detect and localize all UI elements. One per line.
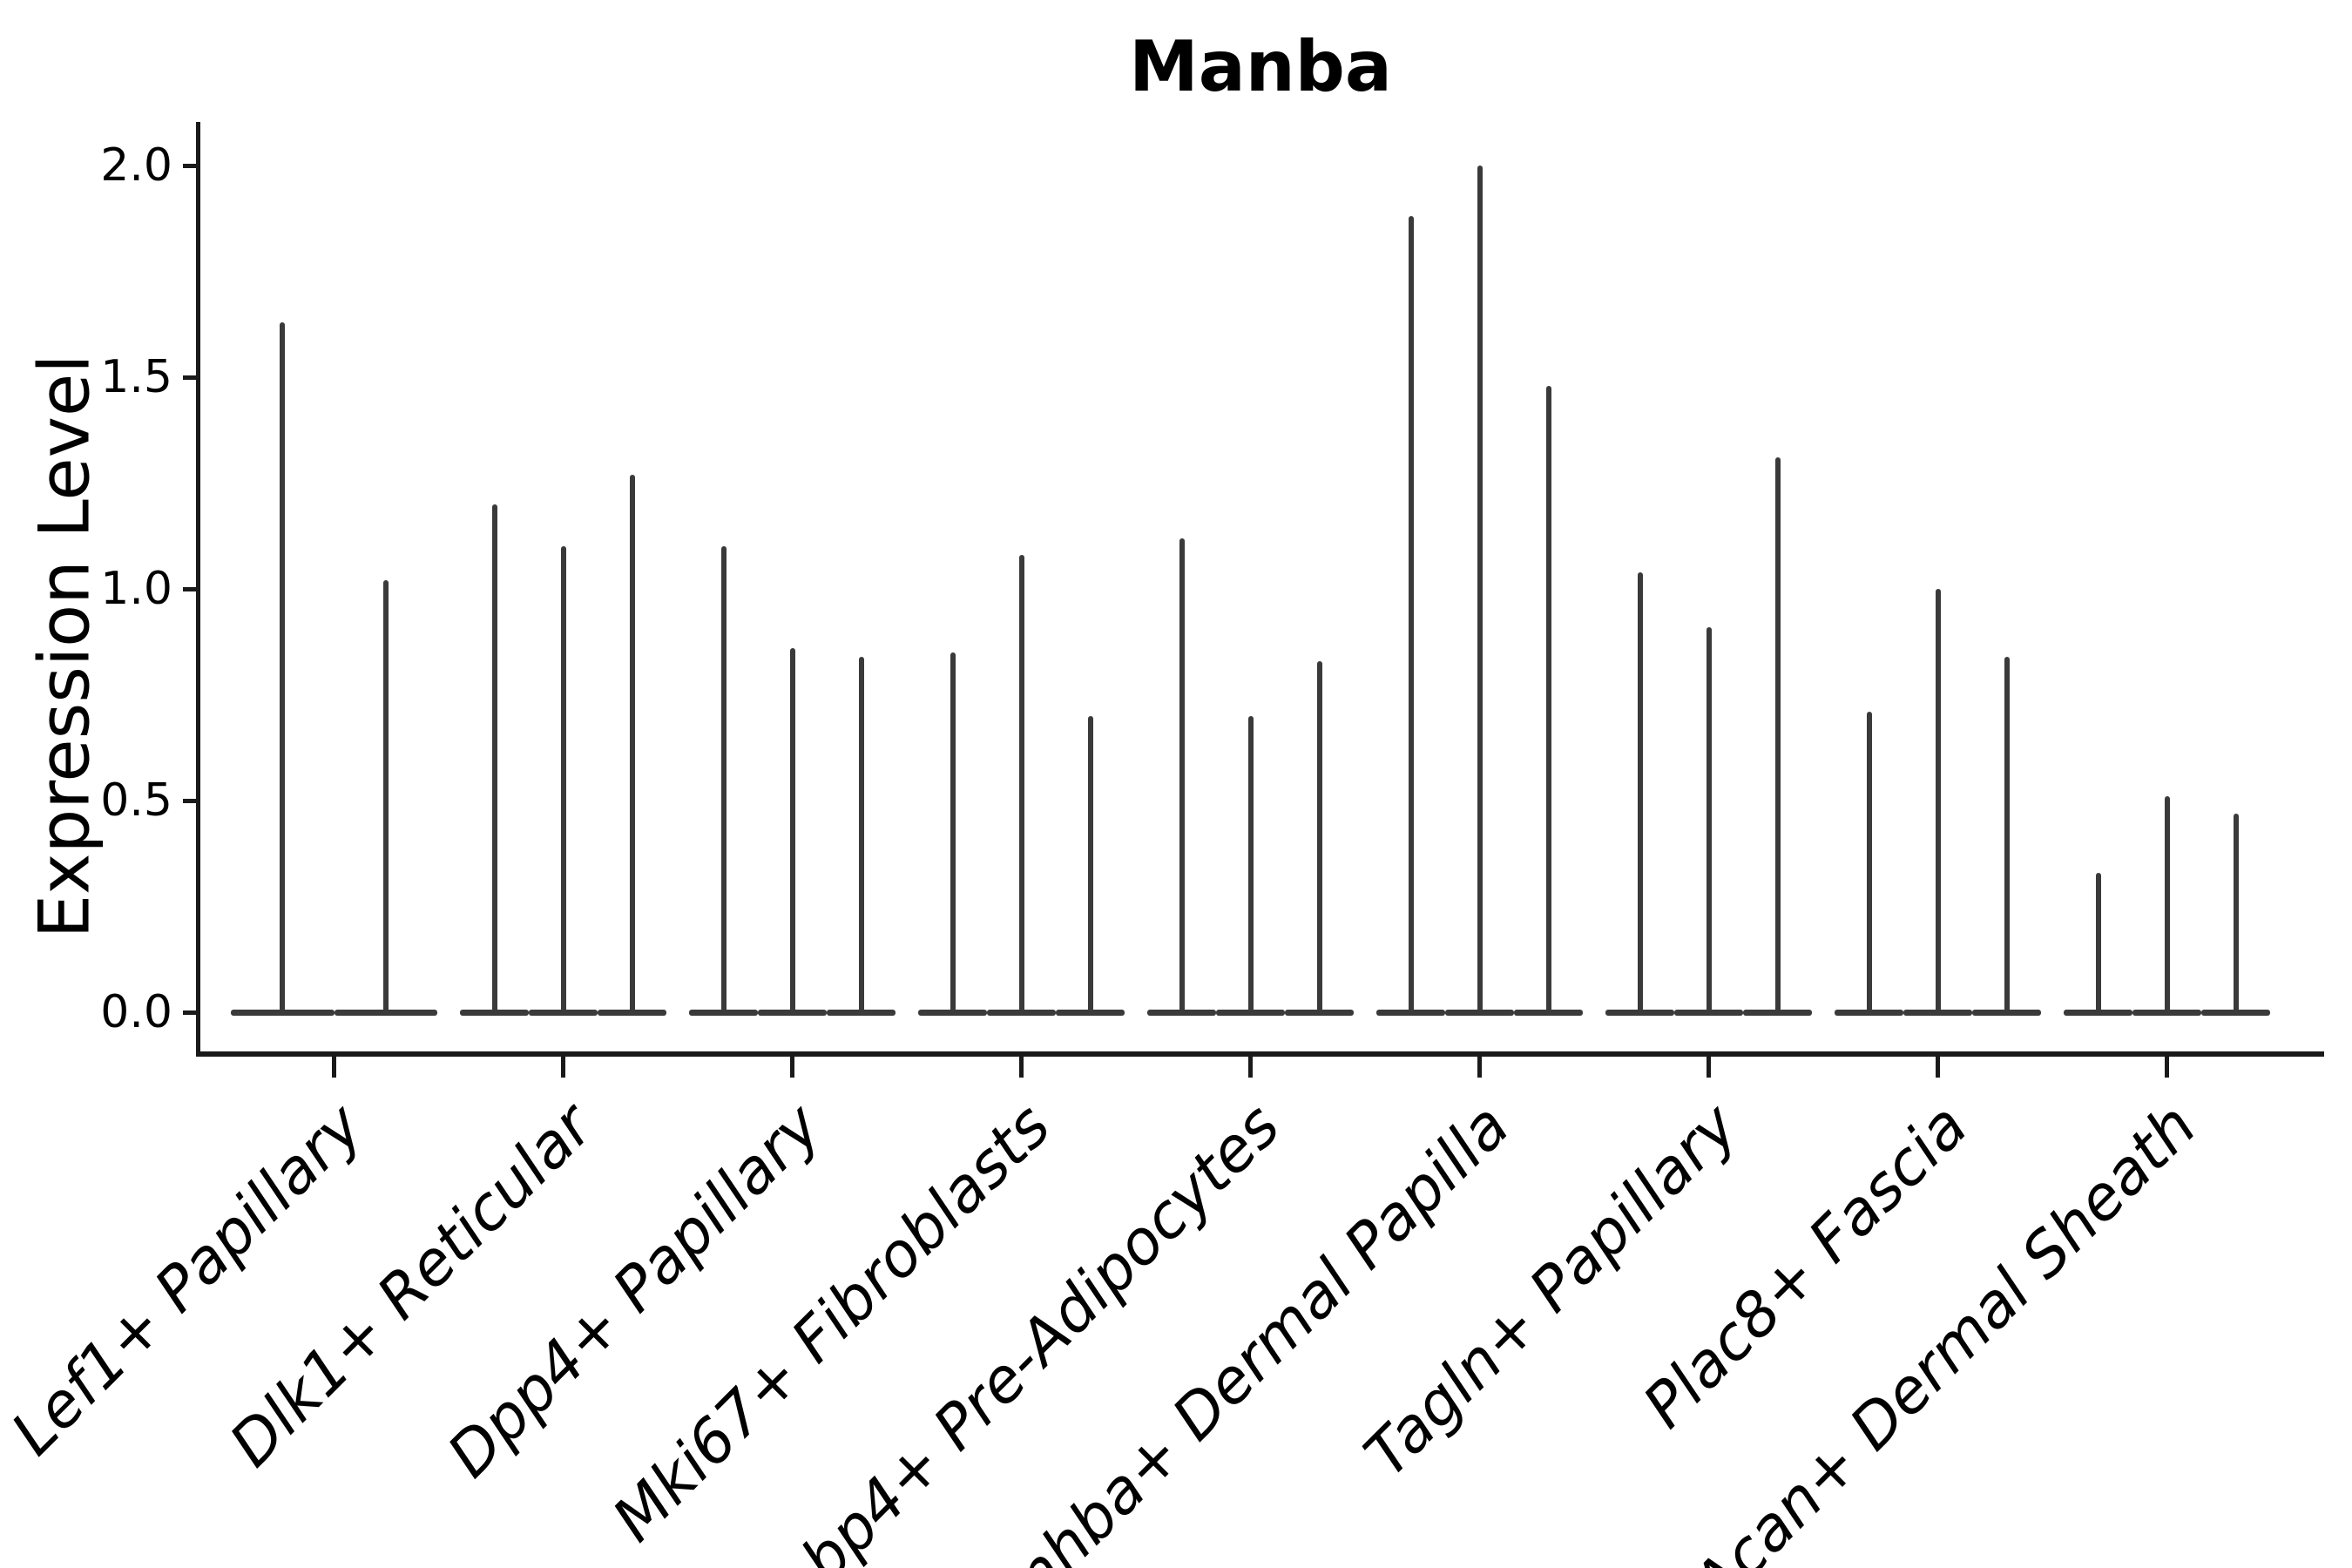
violin-base xyxy=(987,1009,1056,1016)
violin-spike xyxy=(1408,216,1414,1012)
violin-base xyxy=(1835,1009,1903,1016)
y-tick xyxy=(183,163,197,168)
y-tick xyxy=(183,586,197,591)
x-tick xyxy=(332,1057,336,1078)
violin-spike xyxy=(629,474,635,1012)
violin-spike xyxy=(1545,385,1551,1012)
violin-base xyxy=(231,1009,335,1016)
x-tick xyxy=(1477,1057,1482,1078)
violin-base xyxy=(1743,1009,1812,1016)
y-tick-label: 0.5 xyxy=(100,774,172,827)
violin-spike xyxy=(1866,711,1872,1012)
x-tick xyxy=(790,1057,794,1078)
violin-base xyxy=(758,1009,827,1016)
violin-spike xyxy=(950,652,956,1012)
violin-spike xyxy=(1018,555,1024,1012)
y-tick-label: 1.5 xyxy=(100,351,172,403)
violin-base xyxy=(334,1009,437,1016)
violin-base xyxy=(2201,1009,2270,1016)
violin-base xyxy=(1514,1009,1583,1016)
y-tick-label: 1.0 xyxy=(100,563,172,615)
violin-spike xyxy=(1637,571,1643,1012)
violin-base xyxy=(2064,1009,2132,1016)
violin-base xyxy=(598,1009,666,1016)
violin-spike xyxy=(2164,796,2170,1012)
violin-base xyxy=(1605,1009,1674,1016)
violin-base xyxy=(918,1009,987,1016)
violin-spike xyxy=(1477,166,1483,1012)
violin-spike xyxy=(491,504,497,1012)
x-tick xyxy=(1248,1057,1253,1078)
violin-spike xyxy=(1774,457,1781,1012)
violin-base xyxy=(529,1009,598,1016)
violin-spike xyxy=(789,648,795,1012)
violin-base xyxy=(1147,1009,1216,1016)
violin-spike xyxy=(1316,660,1322,1012)
y-axis-label: Expression Level xyxy=(24,354,105,939)
violin-spike xyxy=(382,580,389,1012)
y-tick-label: 0.0 xyxy=(100,986,172,1038)
violin-spike xyxy=(1247,715,1254,1012)
violin-base xyxy=(1376,1009,1445,1016)
x-tick xyxy=(1936,1057,1940,1078)
violin-base xyxy=(1285,1009,1354,1016)
violin-base xyxy=(1903,1009,1972,1016)
x-tick xyxy=(1019,1057,1024,1078)
violin-base xyxy=(2132,1009,2201,1016)
y-axis-line xyxy=(196,122,200,1057)
x-axis-line xyxy=(196,1051,2324,1057)
y-tick xyxy=(183,375,197,380)
violin-spike xyxy=(2004,656,2010,1012)
violin-base xyxy=(1216,1009,1285,1016)
violin-base xyxy=(827,1009,896,1016)
violin-spike xyxy=(2233,813,2239,1012)
violin-spike xyxy=(280,321,286,1012)
violin-base xyxy=(1972,1009,2041,1016)
chart-title: Manba xyxy=(1129,26,1392,107)
violin-base xyxy=(689,1009,758,1016)
violin-spike xyxy=(720,546,727,1012)
violin-spike xyxy=(1935,589,1941,1012)
violin-spike xyxy=(2095,872,2101,1012)
violin-base xyxy=(460,1009,529,1016)
violin-spike xyxy=(1706,626,1712,1012)
y-tick xyxy=(183,798,197,803)
violin-base xyxy=(1674,1009,1743,1016)
y-tick xyxy=(183,1010,197,1015)
violin-spike xyxy=(1179,537,1185,1012)
violin-spike xyxy=(1087,715,1093,1012)
x-category-label: Mki67+ Fibroblasts xyxy=(598,1090,1064,1556)
x-tick xyxy=(561,1057,565,1078)
x-tick xyxy=(1707,1057,1711,1078)
violin-base xyxy=(1445,1009,1514,1016)
violin-spike xyxy=(858,656,864,1012)
x-tick xyxy=(2165,1057,2169,1078)
violin-base xyxy=(1056,1009,1125,1016)
y-tick-label: 2.0 xyxy=(100,139,172,192)
violin-spike xyxy=(560,546,566,1012)
